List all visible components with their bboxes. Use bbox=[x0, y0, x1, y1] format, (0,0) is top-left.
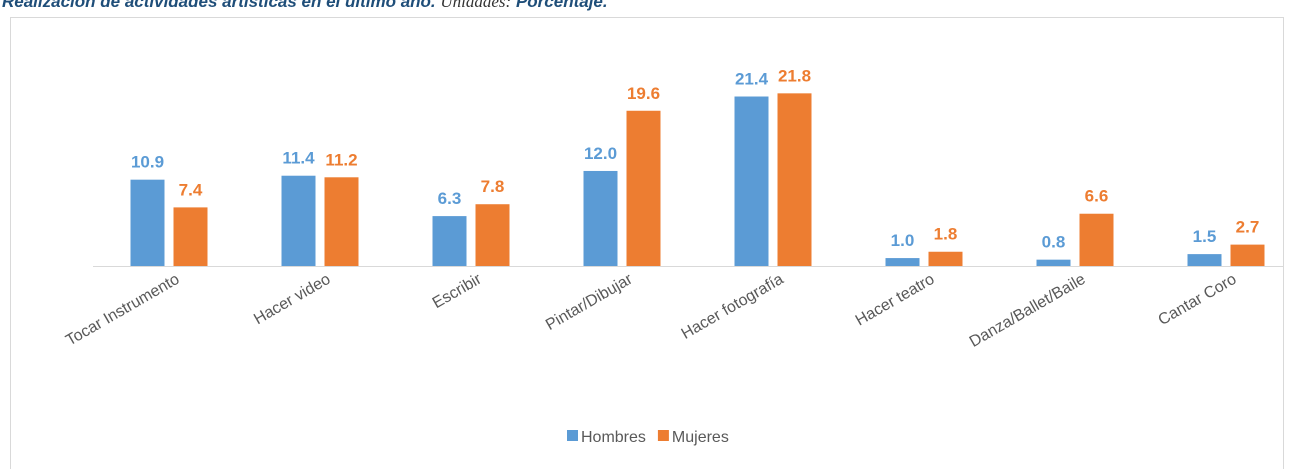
value-label: 11.2 bbox=[325, 150, 357, 169]
value-label: 7.4 bbox=[179, 180, 203, 199]
bar bbox=[324, 177, 359, 266]
chart-title: Realización de actividades artísticas en… bbox=[2, 0, 436, 11]
bar bbox=[1230, 244, 1265, 266]
bar bbox=[734, 96, 769, 267]
chart-title-line: Realización de actividades artísticas en… bbox=[2, 0, 608, 11]
units-label: Unidades: bbox=[440, 0, 511, 11]
value-label: 12.0 bbox=[584, 144, 617, 163]
bar bbox=[1036, 259, 1071, 266]
value-label: 11.4 bbox=[282, 149, 315, 168]
value-label: 19.6 bbox=[627, 84, 660, 103]
value-label: 1.5 bbox=[1193, 227, 1217, 246]
bar bbox=[1079, 213, 1114, 266]
bar bbox=[885, 258, 920, 266]
value-label: 0.8 bbox=[1042, 233, 1066, 252]
bar bbox=[777, 93, 812, 267]
legend-label: Hombres bbox=[581, 429, 646, 446]
value-label: 6.6 bbox=[1085, 187, 1109, 206]
value-label: 21.4 bbox=[735, 70, 769, 89]
bar bbox=[475, 204, 510, 266]
value-label: 1.8 bbox=[934, 225, 958, 244]
value-label: 1.0 bbox=[891, 231, 915, 250]
legend-label: Mujeres bbox=[672, 429, 729, 446]
bar bbox=[281, 175, 316, 266]
value-label: 21.8 bbox=[778, 66, 811, 85]
value-label: 7.8 bbox=[481, 177, 505, 196]
legend-swatch bbox=[657, 430, 669, 441]
units: Porcentaje. bbox=[516, 0, 608, 11]
bar bbox=[432, 216, 467, 266]
legend-swatch bbox=[567, 430, 578, 441]
bar bbox=[130, 179, 165, 266]
bar bbox=[173, 207, 208, 266]
value-label: 10.9 bbox=[131, 153, 164, 172]
value-label: 6.3 bbox=[438, 189, 462, 208]
bar bbox=[928, 251, 963, 266]
bar bbox=[583, 170, 618, 266]
bar bbox=[626, 110, 661, 266]
bar bbox=[1187, 254, 1222, 266]
value-label: 2.7 bbox=[1236, 218, 1260, 237]
